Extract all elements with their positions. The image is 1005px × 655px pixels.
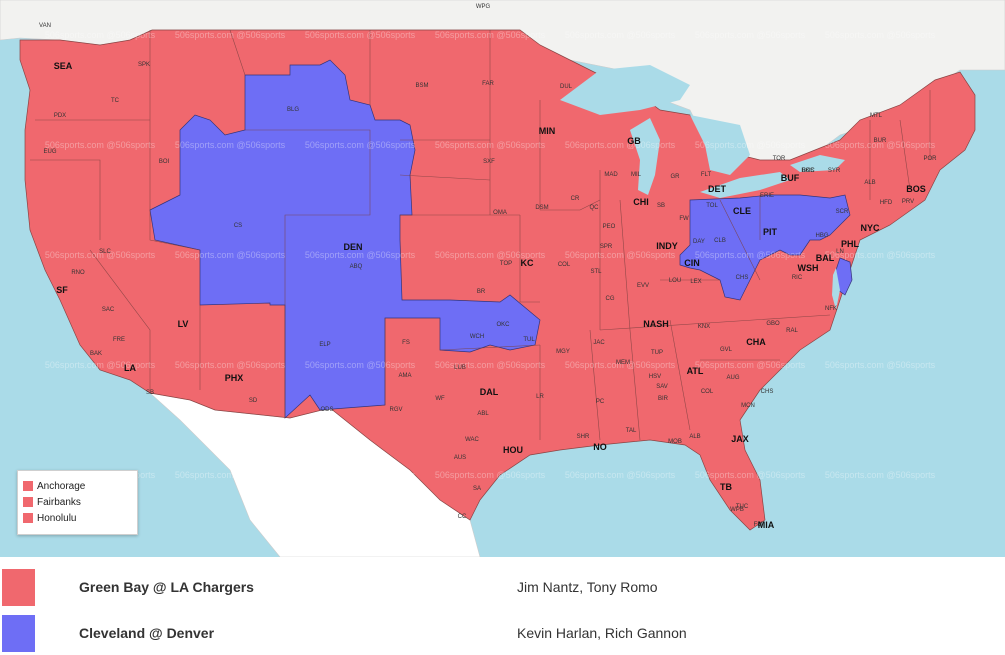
lake-ontario	[790, 155, 845, 172]
game-color-swatch	[2, 615, 35, 652]
legend-item-fairbanks: Fairbanks	[23, 495, 81, 509]
game-color-swatch	[2, 569, 35, 606]
watermark-text: 506sports.com @506sports	[694, 140, 806, 150]
watermark-text: 506sports.com @506sports	[304, 360, 416, 370]
coverage-map[interactable]: 506sports.com @506sports 506sports.com @5…	[0, 0, 1005, 557]
watermark-text: 506sports.com @506sports	[304, 140, 416, 150]
watermark-text: 506sports.com @506sports	[304, 250, 416, 260]
legend-label: Fairbanks	[37, 496, 81, 508]
lake-erie	[700, 172, 790, 198]
game-announcers: Kevin Harlan, Rich Gannon	[517, 625, 687, 641]
watermark-text: 506sports.com @506sports	[174, 250, 286, 260]
legend-swatch	[23, 481, 33, 491]
state-borders	[30, 29, 931, 441]
watermark-text: 506sports.com @506sports	[694, 250, 806, 260]
watermark-text: 506sports.com @506sports	[304, 470, 416, 480]
chesapeake-bay	[832, 268, 840, 310]
watermark-text: 506sports.com @506sports	[44, 250, 156, 260]
game-info-table: Green Bay @ LA Chargers Jim Nantz, Tony …	[0, 557, 1005, 655]
watermark-text: 506sports.com @506sports	[434, 470, 546, 480]
watermark-text: 506sports.com @506sports	[564, 470, 676, 480]
watermark-text: 506sports.com @506sports	[44, 360, 156, 370]
game-matchup: Green Bay @ LA Chargers	[79, 579, 254, 595]
watermark-text: 506sports.com @506sports	[824, 470, 936, 480]
watermark-text: 506sports.com @506sports	[694, 30, 806, 40]
watermark-text: 506sports.com @506sports	[824, 360, 936, 370]
watermark-text: 506sports.com @506sports	[304, 30, 416, 40]
watermark-text: 506sports.com @506sports	[564, 140, 676, 150]
blue-region-east	[679, 194, 851, 301]
game-row-1: Green Bay @ LA Chargers Jim Nantz, Tony …	[0, 560, 1005, 606]
game-row-2: Cleveland @ Denver Kevin Harlan, Rich Ga…	[0, 606, 1005, 652]
legend-label: Anchorage	[37, 480, 86, 492]
watermark-text: 506sports.com @506sports	[564, 250, 676, 260]
legend-item-anchorage: Anchorage	[23, 479, 85, 493]
watermark-text: 506sports.com @506sports	[824, 250, 936, 260]
watermark-text: 506sports.com @506sports	[174, 470, 286, 480]
blue-region-west	[149, 59, 541, 419]
legend-swatch	[23, 497, 33, 507]
lake-michigan	[630, 118, 660, 195]
watermark-text: 506sports.com @506sports	[824, 140, 936, 150]
watermark-text: 506sports.com @506sports	[434, 360, 546, 370]
watermark-text: 506sports.com @506sports	[434, 140, 546, 150]
map-svg	[0, 0, 1005, 557]
watermark-text: 506sports.com @506sports	[564, 30, 676, 40]
watermark-text: 506sports.com @506sports	[174, 140, 286, 150]
watermark-text: 506sports.com @506sports	[44, 30, 156, 40]
watermark-text: 506sports.com @506sports	[434, 250, 546, 260]
watermark-text: 506sports.com @506sports	[694, 360, 806, 370]
map-legend: Anchorage Fairbanks Honolulu	[17, 470, 138, 535]
lake-huron	[690, 115, 750, 175]
lake-superior	[560, 65, 690, 115]
legend-label: Honolulu	[37, 512, 77, 524]
watermark-text: 506sports.com @506sports	[174, 360, 286, 370]
watermark-text: 506sports.com @506sports	[824, 30, 936, 40]
watermark-text: 506sports.com @506sports	[174, 30, 286, 40]
game-matchup: Cleveland @ Denver	[79, 625, 215, 641]
legend-item-honolulu: Honolulu	[23, 511, 76, 525]
legend-swatch	[23, 513, 33, 523]
game-announcers: Jim Nantz, Tony Romo	[517, 579, 658, 595]
watermark-text: 506sports.com @506sports	[694, 470, 806, 480]
watermark-text: 506sports.com @506sports	[434, 30, 546, 40]
watermark-text: 506sports.com @506sports	[564, 360, 676, 370]
watermark-text: 506sports.com @506sports	[44, 140, 156, 150]
